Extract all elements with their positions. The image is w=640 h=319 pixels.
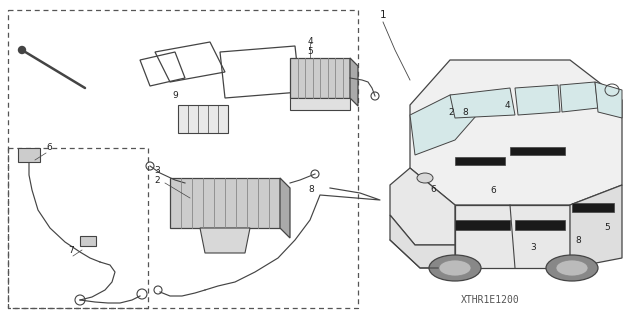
Bar [515, 220, 565, 230]
Text: 6: 6 [430, 185, 436, 194]
Circle shape [19, 47, 26, 54]
Polygon shape [560, 82, 598, 112]
Bar [18, 148, 40, 162]
Text: 8: 8 [575, 236, 580, 245]
Polygon shape [350, 58, 358, 106]
Bar [455, 157, 505, 165]
Text: 7: 7 [68, 246, 74, 255]
Text: 4: 4 [307, 37, 313, 46]
Polygon shape [595, 82, 622, 118]
Polygon shape [290, 98, 350, 110]
Text: 6: 6 [490, 186, 496, 195]
Bar [455, 220, 510, 230]
Polygon shape [410, 95, 490, 155]
Polygon shape [390, 168, 455, 245]
Text: 6: 6 [46, 143, 52, 152]
Ellipse shape [439, 260, 471, 276]
Bar [178, 105, 228, 133]
Text: XTHR1E1200: XTHR1E1200 [461, 295, 520, 305]
Polygon shape [570, 185, 622, 268]
Polygon shape [450, 88, 515, 118]
Text: 8: 8 [462, 108, 468, 117]
Text: 4: 4 [505, 101, 511, 110]
Ellipse shape [556, 260, 588, 276]
Text: 5: 5 [307, 47, 313, 56]
Bar [510, 147, 565, 155]
Polygon shape [290, 58, 350, 98]
Ellipse shape [429, 255, 481, 281]
Polygon shape [390, 215, 455, 268]
Text: 3: 3 [154, 166, 160, 175]
Text: 9: 9 [172, 91, 178, 100]
Polygon shape [170, 178, 280, 228]
Polygon shape [515, 85, 560, 115]
Text: 1: 1 [380, 10, 387, 20]
Text: 2: 2 [448, 108, 454, 117]
Ellipse shape [546, 255, 598, 281]
Polygon shape [200, 228, 250, 253]
Polygon shape [280, 178, 290, 238]
Text: 8: 8 [308, 185, 314, 194]
Ellipse shape [417, 173, 433, 183]
Text: 2: 2 [154, 176, 160, 185]
Polygon shape [410, 60, 622, 205]
Text: 3: 3 [530, 243, 536, 252]
Polygon shape [455, 205, 570, 268]
Text: 5: 5 [604, 223, 610, 232]
Bar [80, 236, 96, 246]
Bar [572, 203, 614, 212]
